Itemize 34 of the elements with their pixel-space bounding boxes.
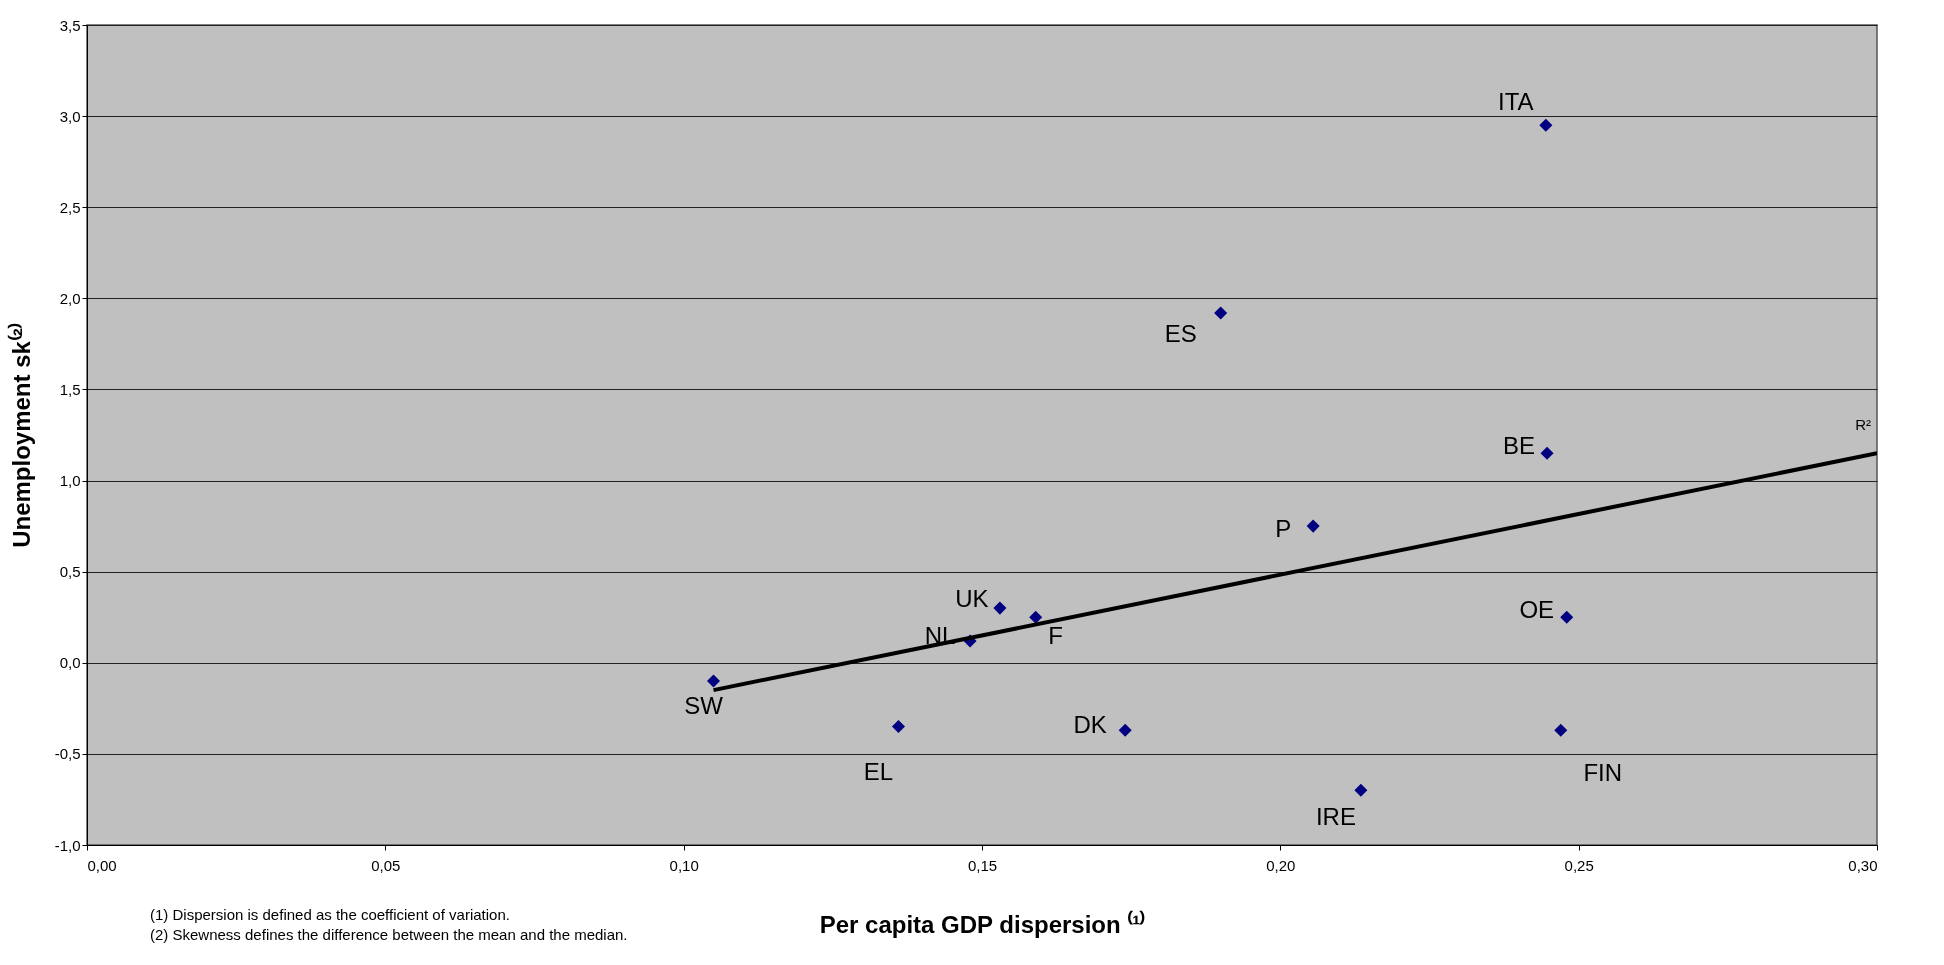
annotation: UK xyxy=(955,585,989,613)
annotation: DK xyxy=(1073,711,1107,739)
annotation: OE xyxy=(1519,596,1555,624)
x-tick-label: 0,10 xyxy=(669,856,699,874)
annotation: ES xyxy=(1164,319,1197,347)
y-tick-label: -0,5 xyxy=(54,745,81,763)
y-tick-label: 3,5 xyxy=(59,16,81,34)
x-tick-label: 0,15 xyxy=(967,856,998,874)
y-tick-label: 3,0 xyxy=(59,107,81,125)
annotation: F xyxy=(1048,622,1064,650)
annotation: EL xyxy=(863,757,894,785)
annotation: P xyxy=(1275,515,1292,543)
annotation: SW xyxy=(684,692,724,719)
x-tick-label: 0,20 xyxy=(1266,856,1296,874)
annotation: IRE xyxy=(1315,803,1356,831)
y-tick-label: 0,5 xyxy=(59,563,81,581)
annotation: R² xyxy=(1855,416,1871,433)
y-tick-label: 2,5 xyxy=(59,198,81,216)
y-tick-label: -1,0 xyxy=(54,836,81,854)
y-tick-label: 2,0 xyxy=(59,289,81,307)
text: (2) Skewness defines the difference between the mean and the median. xyxy=(150,925,628,945)
annotation: ITA xyxy=(1498,88,1534,116)
x-tick-label: 0,30 xyxy=(1848,856,1878,874)
y-tick-label: 0,0 xyxy=(59,654,81,672)
x-tick-label: 0,25 xyxy=(1564,856,1594,874)
y-axis-title: Unemployment sk⁽²⁾ xyxy=(6,323,35,548)
y-tick-label: 1,0 xyxy=(59,472,81,490)
y-tick-label: 1,5 xyxy=(59,380,81,398)
annotation: FIN xyxy=(1583,759,1623,787)
text: (1) Dispersion is defined as the coefficient of variation. xyxy=(150,905,511,925)
x-tick-label: 0,05 xyxy=(371,856,401,874)
annotation: BE xyxy=(1503,432,1536,460)
x-axis-title: Per capita GDP dispersion ⁽¹⁾ xyxy=(819,909,1146,938)
x-tick-label: 0,00 xyxy=(87,856,117,874)
